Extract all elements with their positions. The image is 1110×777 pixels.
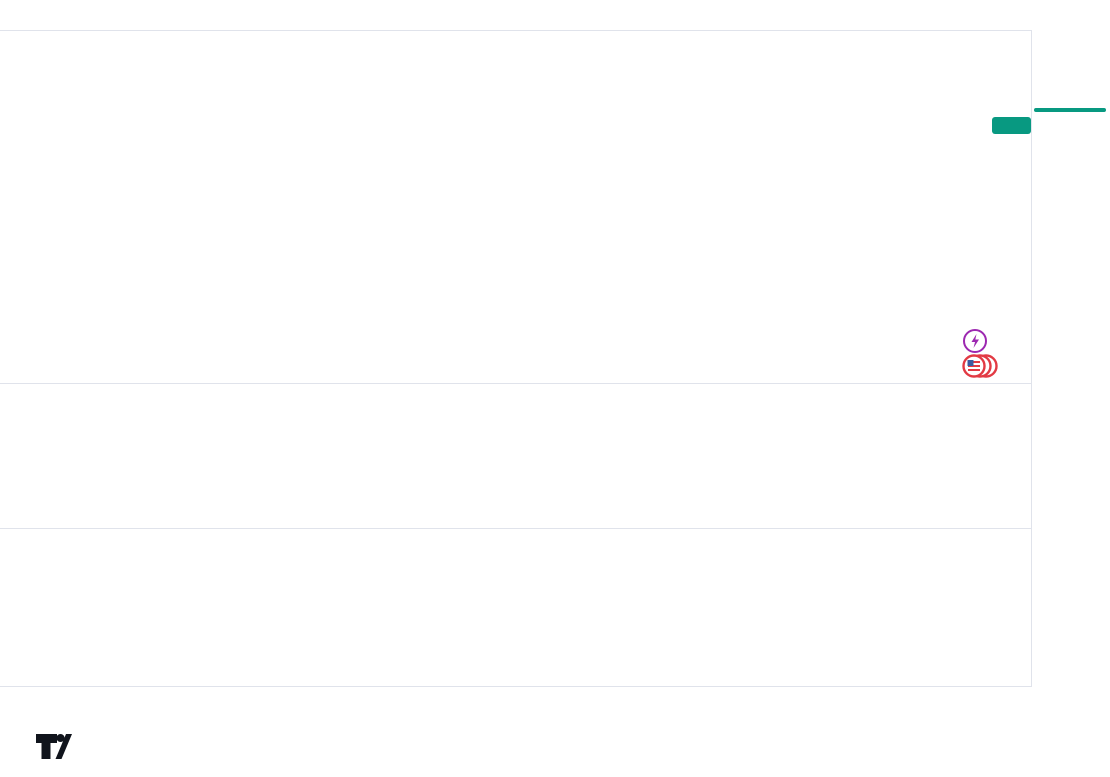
symbol-legend[interactable] — [16, 35, 53, 49]
rsi-pane-canvas[interactable] — [0, 528, 1032, 686]
pane-separator[interactable] — [0, 383, 1032, 384]
rsi-legend[interactable] — [16, 534, 26, 548]
pane-separator[interactable] — [0, 528, 1032, 529]
tradingview-logo-icon — [36, 734, 72, 759]
tradingview-logo[interactable] — [36, 733, 82, 760]
us-flag-events-icon[interactable] — [962, 353, 998, 384]
footer — [0, 712, 1110, 777]
macd-legend[interactable] — [16, 388, 33, 402]
macd-pane-canvas[interactable] — [0, 383, 1032, 528]
chart-frame — [0, 30, 1032, 712]
price-pane-canvas[interactable] — [0, 30, 1032, 383]
last-price-badge — [1034, 108, 1106, 112]
economic-event-icon[interactable] — [962, 328, 988, 359]
price-line-symbol-pill — [992, 117, 1031, 134]
time-axis[interactable] — [0, 686, 1032, 713]
price-axis[interactable] — [1032, 30, 1110, 712]
